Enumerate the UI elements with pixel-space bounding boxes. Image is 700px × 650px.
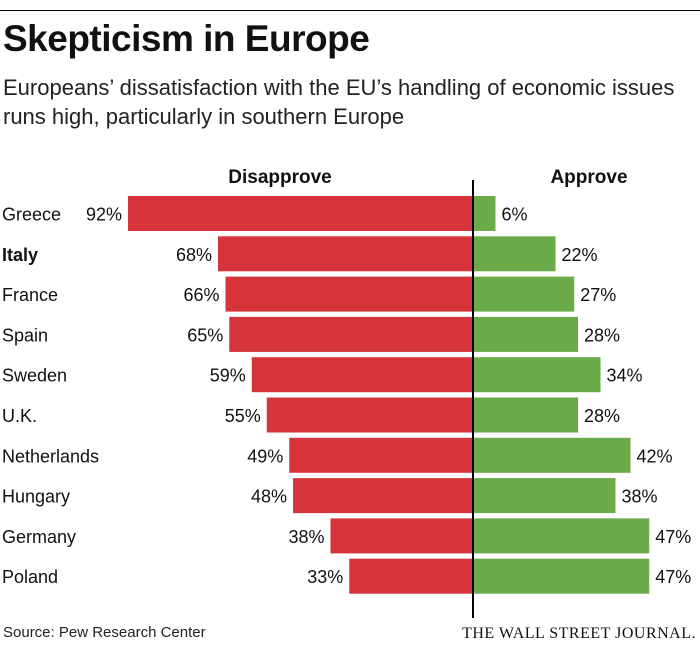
bar-disapprove-2 [225, 276, 473, 312]
bar-approve-8 [473, 518, 650, 554]
value-label-disapprove: 65% [187, 325, 223, 345]
bar-disapprove-0 [128, 196, 473, 231]
source-note: Source: Pew Research Center [3, 624, 206, 641]
category-label: Greece [2, 205, 61, 225]
bar-disapprove-1 [218, 236, 473, 272]
category-label: Spain [2, 325, 48, 345]
category-label: Netherlands [2, 446, 99, 466]
bar-approve-0 [473, 196, 496, 231]
bar-approve-7 [473, 478, 616, 514]
category-label: U.K. [2, 406, 37, 426]
bar-disapprove-6 [289, 437, 473, 473]
value-label-disapprove: 68% [176, 245, 212, 265]
value-label-approve: 28% [584, 325, 620, 345]
value-label-approve: 28% [584, 406, 620, 426]
bar-disapprove-7 [293, 478, 473, 514]
chart-subtitle: Europeans’ dissatisfaction with the EU’s… [3, 75, 675, 129]
value-label-approve: 6% [502, 205, 528, 225]
bar-approve-3 [473, 316, 578, 352]
category-label: Italy [2, 245, 38, 265]
value-label-approve: 34% [607, 366, 643, 386]
value-label-disapprove: 92% [86, 205, 122, 225]
bar-disapprove-4 [251, 357, 473, 393]
value-label-disapprove: 38% [288, 527, 324, 547]
series-header-disapprove: Disapprove [228, 167, 331, 188]
bar-disapprove-3 [229, 316, 473, 352]
category-label: Hungary [2, 487, 70, 507]
category-label: Poland [2, 567, 58, 587]
top-rule [0, 10, 700, 11]
value-label-disapprove: 49% [247, 446, 283, 466]
bar-disapprove-9 [349, 558, 473, 594]
bar-approve-5 [473, 397, 578, 433]
value-label-approve: 42% [637, 446, 673, 466]
series-header-approve: Approve [550, 167, 627, 188]
chart-title: Skepticism in Europe [3, 18, 370, 59]
value-label-approve: 38% [622, 487, 658, 507]
value-label-approve: 27% [580, 285, 616, 305]
publisher-logo: THE WALL STREET JOURNAL. [462, 625, 696, 642]
category-label: Germany [2, 527, 76, 547]
bar-disapprove-5 [266, 397, 473, 433]
value-label-disapprove: 66% [183, 285, 219, 305]
bar-approve-2 [473, 276, 575, 312]
bar-disapprove-8 [330, 518, 473, 554]
value-label-disapprove: 55% [225, 406, 261, 426]
bar-approve-4 [473, 357, 601, 393]
value-label-disapprove: 33% [307, 567, 343, 587]
value-label-approve: 22% [562, 245, 598, 265]
bar-approve-9 [473, 558, 650, 594]
bar-approve-6 [473, 437, 631, 473]
bar-approve-1 [473, 236, 556, 272]
value-label-approve: 47% [655, 527, 691, 547]
value-label-disapprove: 48% [251, 487, 287, 507]
value-label-approve: 47% [655, 567, 691, 587]
value-label-disapprove: 59% [210, 366, 246, 386]
category-label: France [2, 285, 58, 305]
category-label: Sweden [2, 366, 67, 386]
